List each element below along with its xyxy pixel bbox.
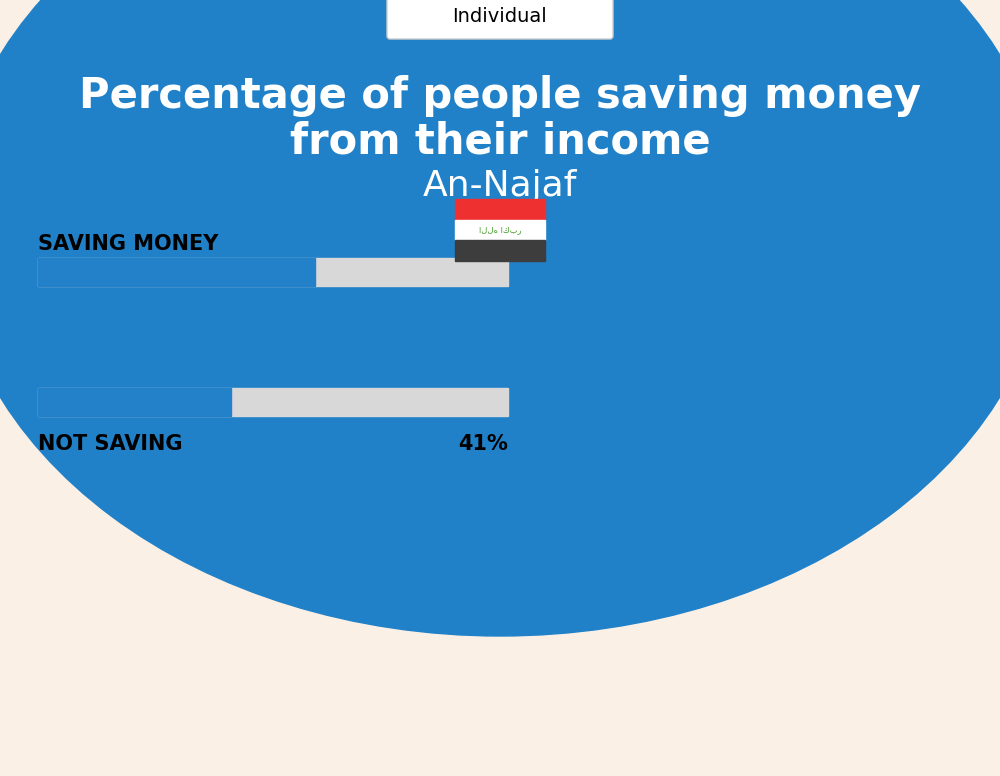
Text: NOT SAVING: NOT SAVING xyxy=(38,434,182,454)
Text: SAVING MONEY: SAVING MONEY xyxy=(38,234,218,254)
Text: Percentage of people saving money: Percentage of people saving money xyxy=(79,75,921,117)
Bar xyxy=(38,258,315,286)
Ellipse shape xyxy=(0,0,1000,636)
Text: An-Najaf: An-Najaf xyxy=(423,169,577,203)
Text: 59%: 59% xyxy=(458,234,508,254)
Text: 41%: 41% xyxy=(458,434,508,454)
FancyBboxPatch shape xyxy=(387,0,613,39)
Text: Individual: Individual xyxy=(453,8,547,26)
Text: الله اكبر: الله اكبر xyxy=(479,226,521,234)
Bar xyxy=(455,199,545,220)
Bar xyxy=(38,388,231,416)
Bar xyxy=(38,388,508,416)
Bar xyxy=(38,258,508,286)
Text: from their income: from their income xyxy=(290,120,710,162)
Bar xyxy=(455,220,545,241)
Bar xyxy=(455,241,545,261)
